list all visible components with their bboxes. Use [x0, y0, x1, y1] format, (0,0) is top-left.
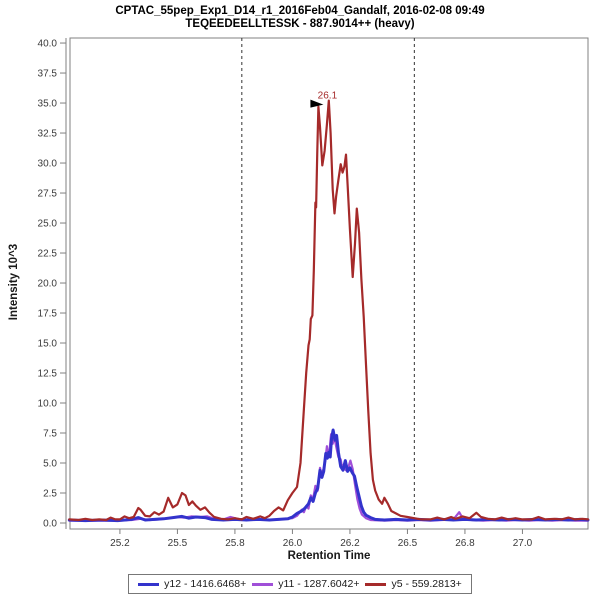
y-tick-label: 12.5 [38, 369, 58, 380]
legend-line-swatch [138, 582, 160, 586]
legend-box: y12 - 1416.6468+ y11 - 1287.6042+ y5 - 559… [128, 574, 472, 594]
x-tick-label: 27.0 [513, 538, 533, 549]
legend-label: y11 - 1287.6042+ [278, 578, 360, 590]
x-axis-title: Retention Time [287, 550, 371, 562]
y-tick-label: 2.5 [43, 489, 57, 500]
legend-label: y12 - 1416.6468+ [164, 578, 247, 590]
y-tick-label: 22.5 [38, 249, 58, 260]
x-tick-label: 26.8 [455, 538, 475, 549]
x-tick-label: 25.8 [225, 538, 245, 549]
y-tick-label: 10.0 [38, 399, 58, 410]
trace-y12 [67, 428, 590, 523]
plot-frame [69, 37, 589, 530]
trace-y5 [68, 99, 590, 522]
y-tick-label: 25.0 [38, 219, 58, 230]
legend-item[interactable]: y12 - 1416.6468+ [138, 578, 246, 590]
y-tick-label: 35.0 [38, 99, 58, 110]
y-tick-label: 5.0 [43, 459, 57, 470]
legend-label: y5 - 559.2813+ [391, 578, 462, 590]
y-tick-label: 37.5 [38, 69, 58, 80]
y-tick-label: 17.5 [38, 309, 58, 320]
y-tick-label: 40.0 [38, 39, 58, 50]
x-tick-label: 25.5 [168, 538, 188, 549]
y-tick-label: 32.5 [38, 129, 58, 140]
y-tick-label: 27.5 [38, 189, 58, 200]
legend-item[interactable]: y11 - 1287.6042+ [252, 578, 359, 590]
legend-line-swatch [365, 582, 387, 586]
y-tick-label: 15.0 [38, 339, 58, 350]
y-tick-label: 20.0 [38, 279, 58, 290]
legend-item[interactable]: y5 - 559.2813+ [365, 578, 462, 590]
peak-annotation: 26.1 [318, 91, 338, 102]
trace-y11 [68, 433, 590, 522]
x-tick-label: 26.5 [398, 538, 418, 549]
y-tick-label: 30.0 [38, 159, 58, 170]
y-tick-label: 0.0 [43, 519, 57, 530]
peak-apex-marker [310, 99, 324, 108]
legend-container: y12 - 1416.6468+ y11 - 1287.6042+ y5 - 559… [0, 574, 600, 594]
x-tick-label: 26.0 [283, 538, 303, 549]
chart-title: CPTAC_55pep_Exp1_D14_r1_2016Feb04_Gandal… [115, 5, 485, 17]
x-tick-label: 26.2 [340, 538, 360, 549]
chart-subtitle: TEQEEDEELLTESSK - 887.9014++ (heavy) [185, 18, 415, 30]
y-tick-label: 7.5 [43, 429, 57, 440]
legend-line-swatch [252, 582, 274, 586]
x-tick-label: 25.2 [110, 538, 130, 549]
